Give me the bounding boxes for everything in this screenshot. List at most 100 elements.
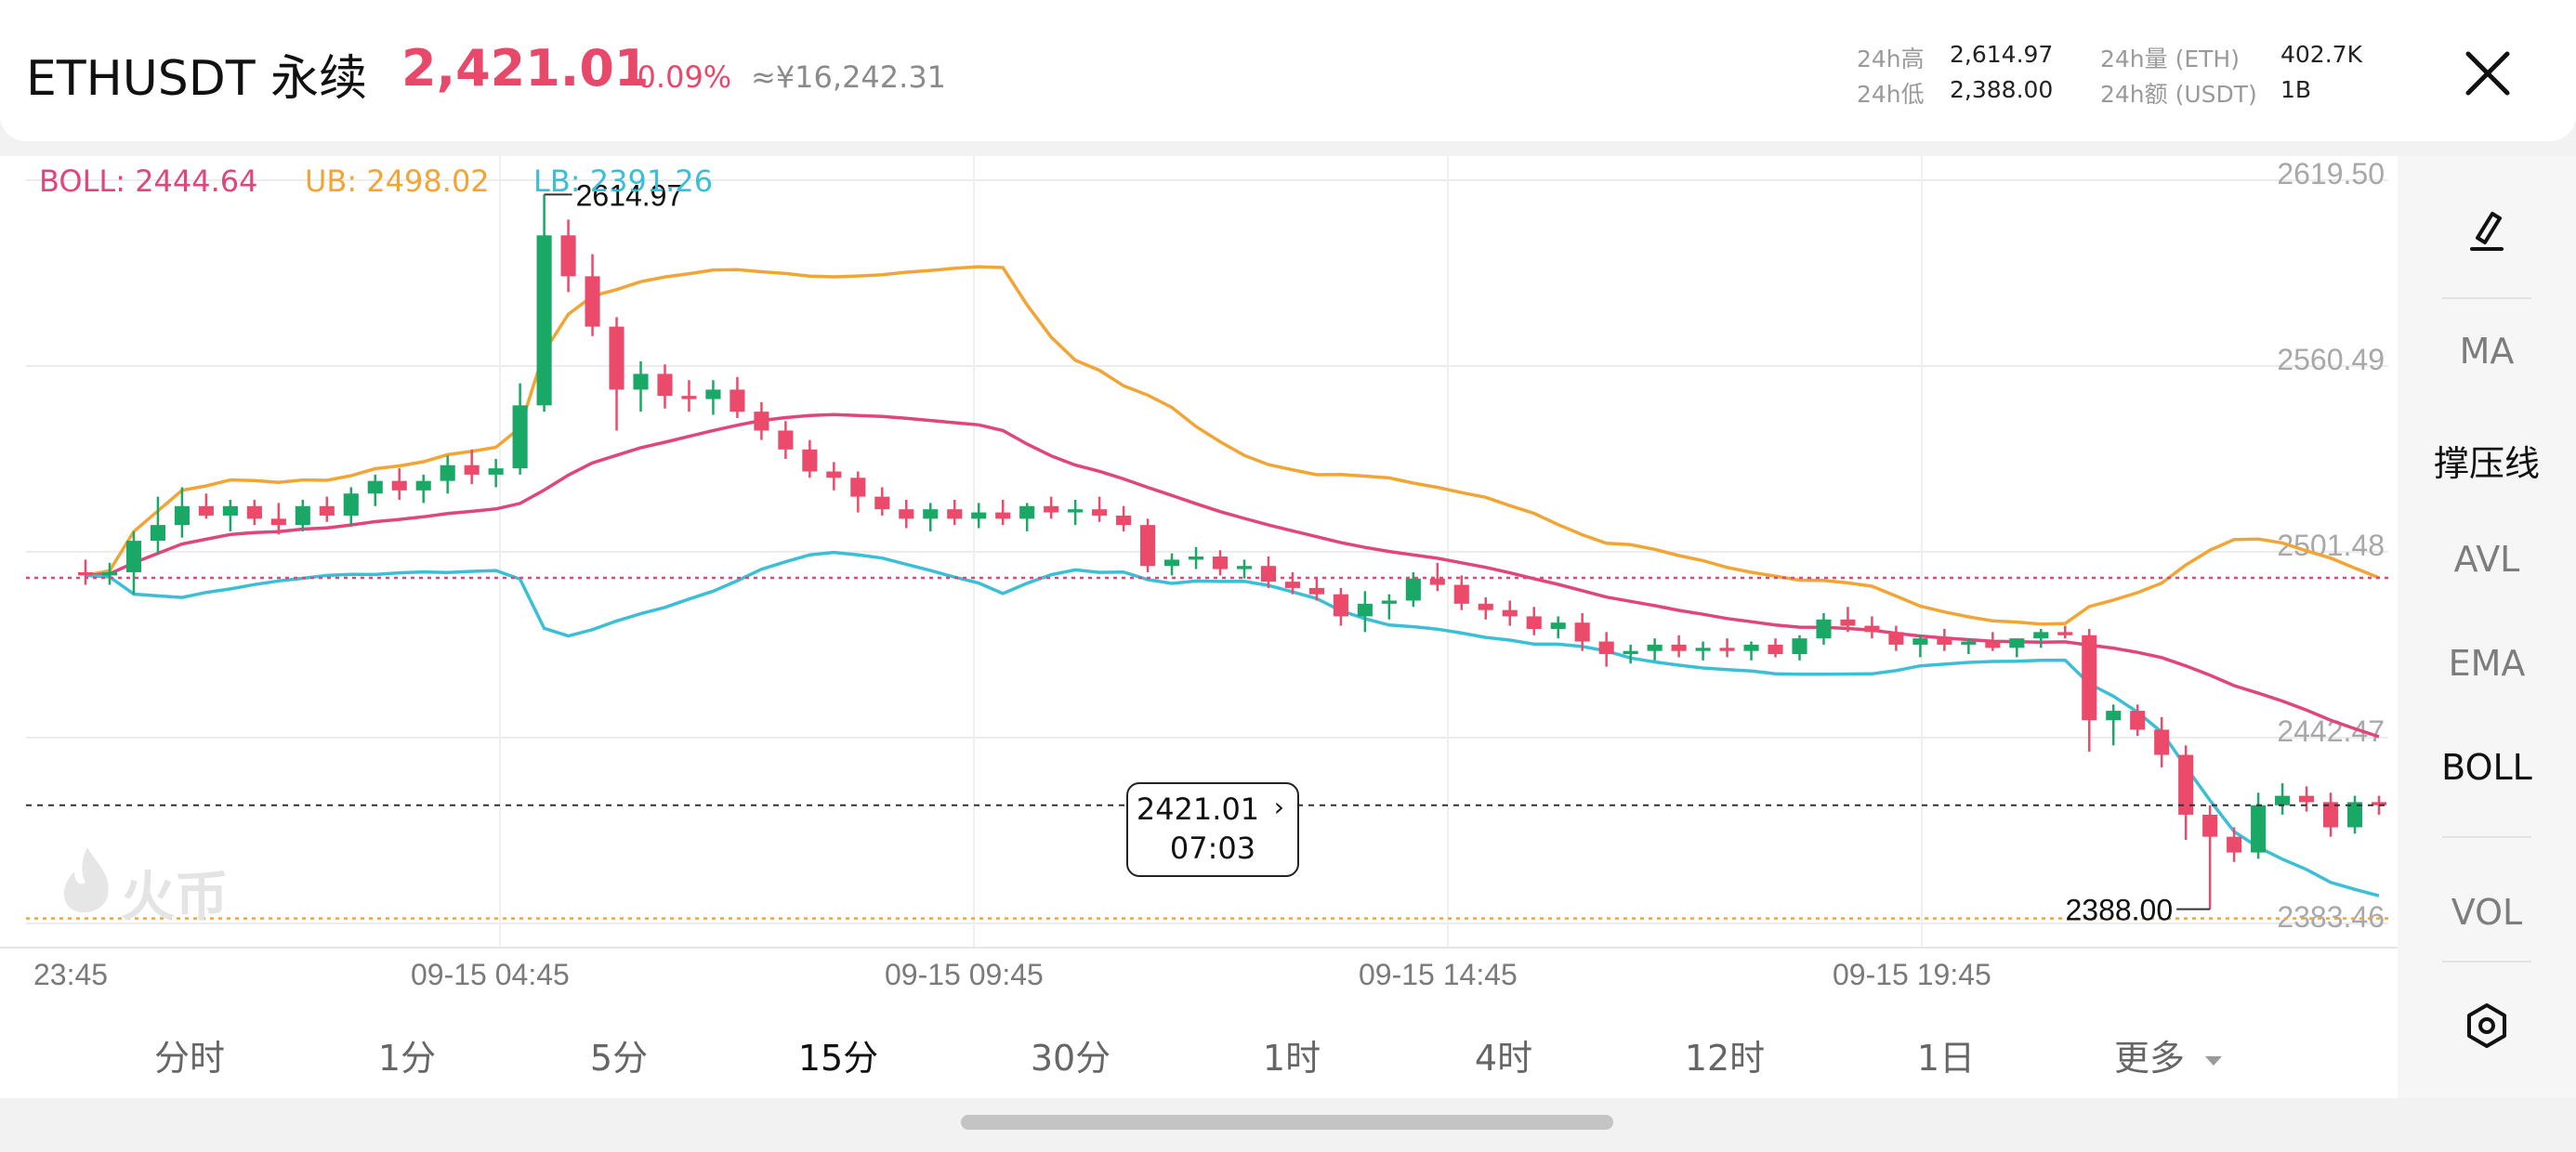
candle-body xyxy=(1912,638,1928,645)
candle-body xyxy=(174,505,190,526)
candle xyxy=(657,364,673,409)
candle-body xyxy=(1598,641,1614,655)
tab-30m[interactable]: 30分 xyxy=(1030,1038,1111,1079)
tab-more[interactable]: 更多 xyxy=(2114,1029,2224,1080)
price-tooltip[interactable]: 2421.01 › 07:03 xyxy=(1126,782,1299,877)
settings-icon[interactable] xyxy=(2463,1001,2511,1050)
candle-body xyxy=(2178,754,2194,815)
candle-body xyxy=(754,412,769,431)
candle xyxy=(2227,827,2242,862)
candle xyxy=(1526,607,1542,635)
candle-body xyxy=(1792,638,1807,655)
tab-timeline[interactable]: 分时 xyxy=(153,1038,226,1079)
candle xyxy=(2178,745,2194,841)
candle xyxy=(971,503,987,529)
candle-body xyxy=(633,373,649,390)
candle xyxy=(1719,638,1735,658)
candle-body xyxy=(729,389,745,412)
candle xyxy=(174,487,190,538)
candle xyxy=(367,474,383,506)
candle xyxy=(802,439,818,478)
boll-upper-line xyxy=(85,265,2380,626)
tab-5m[interactable]: 5分 xyxy=(589,1038,649,1079)
candle-body xyxy=(1574,622,1590,642)
candle xyxy=(343,487,359,526)
tab-12h[interactable]: 12时 xyxy=(1684,1038,1766,1079)
candle xyxy=(1236,559,1253,579)
candle-body xyxy=(899,509,914,519)
candle-body xyxy=(391,480,407,491)
candle-body xyxy=(1333,594,1348,617)
candle xyxy=(947,500,963,526)
tab-1h[interactable]: 1时 xyxy=(1262,1038,1321,1079)
candle-body xyxy=(1550,622,1566,629)
candle xyxy=(536,194,552,412)
indicator-vol[interactable]: VOL xyxy=(2451,892,2523,933)
candle-body xyxy=(101,571,118,576)
tab-1d[interactable]: 1日 xyxy=(1916,1038,1976,1079)
tab-more-label: 更多 xyxy=(2113,1038,2185,1079)
indicator-ema[interactable]: EMA xyxy=(2448,643,2526,684)
candle xyxy=(1116,505,1132,531)
candle xyxy=(246,500,262,526)
tooltip-price: 2421.01 xyxy=(1136,792,1260,827)
tooltip-time: 07:03 xyxy=(1169,831,1256,866)
vol-label: 24h量 (ETH) xyxy=(2100,46,2240,72)
indicator-avl[interactable]: AVL xyxy=(2453,539,2520,580)
indicator-sidebar: MA 撑压线 AVL EMA BOLL VOL xyxy=(2398,156,2576,1098)
candle xyxy=(415,474,431,504)
candle xyxy=(729,376,745,418)
candle xyxy=(1695,641,1711,661)
candle-body xyxy=(802,449,818,472)
candle xyxy=(101,562,118,585)
x-axis-label: 09-15 09:45 xyxy=(885,958,1044,991)
candle xyxy=(1212,550,1229,576)
candle-body xyxy=(657,373,673,397)
candle xyxy=(150,496,165,554)
pair-title[interactable]: ETHUSDT 永续 xyxy=(26,51,368,107)
candle-body xyxy=(2130,711,2146,730)
low-label: 24h低 xyxy=(1857,81,1925,108)
candle-body xyxy=(319,505,335,516)
sidebar-divider xyxy=(2442,297,2531,299)
candle xyxy=(2033,628,2049,648)
low-marker-label: 2388.00 xyxy=(2065,894,2173,927)
tab-1m[interactable]: 1分 xyxy=(377,1038,437,1079)
candle xyxy=(1019,503,1035,531)
amt-label: 24h额 (USDT) xyxy=(2100,81,2257,108)
high-marker-label: 2614.97 xyxy=(576,178,684,212)
candle xyxy=(1068,500,1084,526)
candle xyxy=(391,468,407,501)
candle-body xyxy=(1719,648,1735,651)
low-value: 2,388.00 xyxy=(1950,76,2054,103)
candle xyxy=(1743,641,1759,661)
candle-body xyxy=(270,518,286,526)
candle-body xyxy=(1140,525,1156,567)
candle-body xyxy=(923,509,939,519)
x-axis-label: 09-15 04:45 xyxy=(411,958,570,991)
candle xyxy=(512,383,528,475)
draw-pen-icon[interactable] xyxy=(2459,201,2515,256)
candle-body xyxy=(1502,609,1518,617)
candle-body xyxy=(609,326,624,390)
boll-lower-line xyxy=(85,550,2380,897)
indicator-support-resistance[interactable]: 撑压线 xyxy=(2433,443,2540,484)
candle-body xyxy=(585,276,600,327)
candle-body xyxy=(1019,505,1035,519)
indicator-ma[interactable]: MA xyxy=(2459,331,2515,372)
tab-15m[interactable]: 15分 xyxy=(797,1038,879,1079)
y-axis-label: 2619.50 xyxy=(2277,157,2385,190)
close-icon[interactable] xyxy=(2455,41,2520,106)
last-price: 2,421.01 xyxy=(401,39,650,98)
candle-body xyxy=(1671,644,1687,651)
candle-body xyxy=(1961,641,1977,645)
candle xyxy=(1502,600,1518,626)
candle-body xyxy=(1695,648,1711,651)
candle xyxy=(1550,616,1566,639)
candle-body xyxy=(1985,641,2001,648)
tab-4h[interactable]: 4时 xyxy=(1474,1038,1533,1079)
candle-body xyxy=(2202,814,2218,837)
candle-body xyxy=(1212,556,1229,569)
indicator-boll[interactable]: BOLL xyxy=(2441,747,2532,788)
